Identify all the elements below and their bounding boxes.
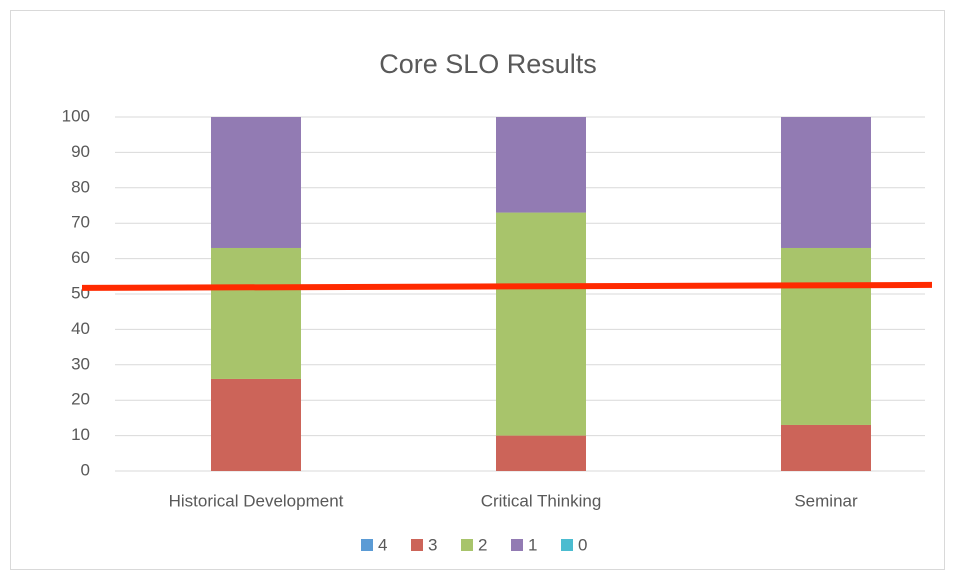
legend-swatch: [461, 539, 473, 551]
y-tick-label: 100: [62, 106, 90, 125]
bar-segment: [781, 117, 871, 248]
x-tick-label: Seminar: [794, 491, 858, 510]
bar-segment: [211, 117, 301, 248]
y-tick-label: 90: [71, 142, 90, 161]
legend-label: 3: [428, 535, 437, 554]
bar-segment: [496, 212, 586, 436]
y-tick-label: 60: [71, 248, 90, 267]
bar-segment: [781, 424, 871, 471]
x-tick-label: Historical Development: [169, 491, 344, 510]
legend-label: 0: [578, 535, 587, 554]
x-tick-label: Critical Thinking: [481, 491, 602, 510]
y-tick-label: 20: [71, 390, 90, 409]
y-tick-label: 40: [71, 319, 90, 338]
legend-label: 4: [378, 535, 387, 554]
y-tick-label: 30: [71, 354, 90, 373]
chart-title: Core SLO Results: [379, 49, 597, 79]
legend-label: 2: [478, 535, 487, 554]
bar-segment: [781, 247, 871, 425]
bar-segment: [211, 378, 301, 471]
legend-swatch: [361, 539, 373, 551]
legend-swatch: [561, 539, 573, 551]
y-tick-label: 70: [71, 213, 90, 232]
legend-swatch: [411, 539, 423, 551]
y-tick-label: 10: [71, 425, 90, 444]
y-tick-label: 0: [81, 460, 90, 479]
bar-segment: [211, 247, 301, 379]
y-tick-label: 80: [71, 177, 90, 196]
bar-segment: [496, 435, 586, 471]
reference-line: [81, 281, 933, 291]
legend-label: 1: [528, 535, 537, 554]
legend-swatch: [511, 539, 523, 551]
bar-segment: [496, 117, 586, 213]
